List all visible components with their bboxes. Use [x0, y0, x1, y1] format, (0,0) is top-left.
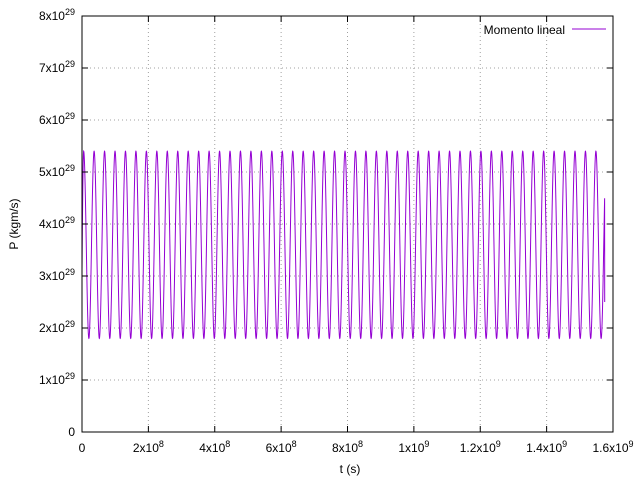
- x-tick-label: 8x108: [332, 439, 363, 455]
- y-tick-label: 5x1029: [39, 163, 75, 179]
- x-tick-labels: 0 2x108 4x108 6x108 8x108 1x109 1.2x109 1.4x109…: [79, 439, 634, 455]
- x-tick-label: 2x108: [133, 439, 164, 455]
- legend: Momento lineal: [484, 23, 606, 37]
- series-line: [81, 149, 606, 340]
- y-tick-labels: 0 1x1029 2x1029 3x1029 4x1029 5x1029 6x1029 7x1…: [39, 7, 75, 439]
- axis-ticks: [81, 15, 614, 433]
- y-tick-label: 7x1029: [39, 59, 75, 75]
- x-tick-label: 0: [79, 441, 86, 455]
- x-tick-label: 4x108: [199, 439, 230, 455]
- y-tick-label: 8x1029: [39, 7, 75, 23]
- y-tick-label: 0: [68, 425, 75, 439]
- y-tick-label: 3x1029: [39, 267, 75, 283]
- x-tick-label: 1.6x109: [592, 439, 633, 455]
- x-tick-label: 1x109: [398, 439, 429, 455]
- y-axis-label: P (kgm/s): [7, 198, 21, 249]
- y-tick-label: 4x1029: [39, 215, 75, 231]
- x-tick-label: 6x108: [266, 439, 297, 455]
- y-tick-label: 1x1029: [39, 371, 75, 387]
- x-tick-label: 1.2x109: [460, 439, 501, 455]
- y-tick-label: 2x1029: [39, 319, 75, 335]
- x-tick-label: 1.4x109: [526, 439, 567, 455]
- x-axis-label: t (s): [340, 462, 361, 476]
- legend-label: Momento lineal: [484, 23, 565, 37]
- series-layer: [81, 149, 606, 340]
- y-tick-label: 6x1029: [39, 111, 75, 127]
